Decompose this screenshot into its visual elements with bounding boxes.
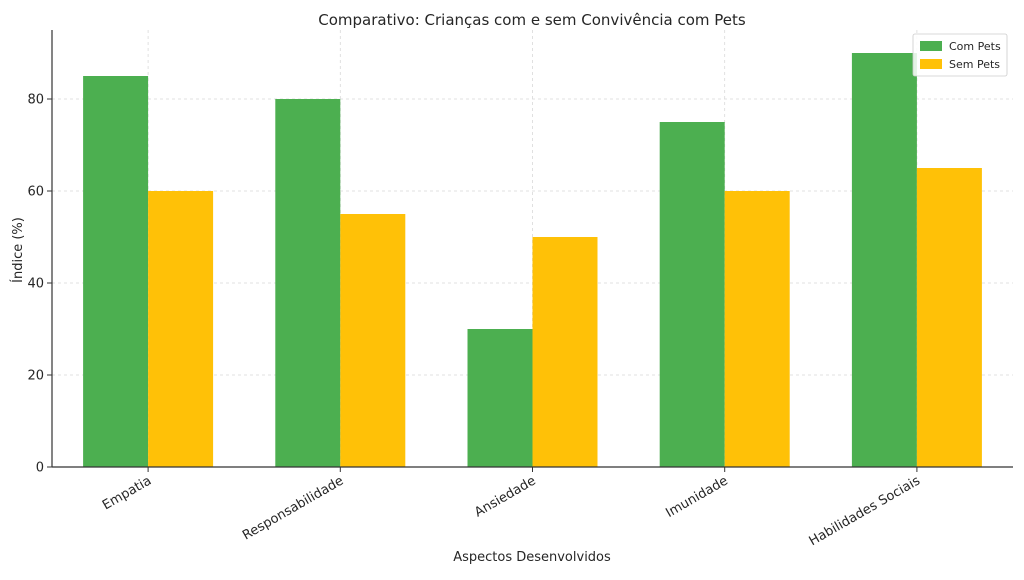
bar-com-pets-empatia	[83, 76, 149, 467]
legend-label-sem-pets: Sem Pets	[949, 58, 1000, 71]
x-tick-label-imunidade: Imunidade	[663, 473, 730, 521]
x-tick-label-habilidades-sociais: Habilidades Sociais	[807, 473, 923, 549]
bar-sem-pets-imunidade	[724, 191, 790, 467]
bar-sem-pets-habilidades-sociais	[916, 168, 982, 467]
y-tick-label: 0	[36, 461, 44, 476]
bar-com-pets-habilidades-sociais	[851, 53, 917, 467]
bar-sem-pets-empatia	[148, 191, 214, 467]
chart-title: Comparativo: Crianças com e sem Convivên…	[318, 11, 746, 29]
bar-sem-pets-ansiedade	[532, 237, 598, 467]
x-tick-label-empatia: Empatia	[100, 473, 154, 513]
y-tick-label: 80	[27, 93, 44, 108]
y-ticks: 0 20 40 60 80	[27, 93, 52, 476]
legend-label-com-pets: Com Pets	[949, 40, 1001, 53]
x-tick-label-ansiedade: Ansiedade	[472, 473, 538, 520]
x-tick-label-responsabilidade: Responsabilidade	[240, 473, 346, 543]
legend: Com Pets Sem Pets	[912, 33, 1008, 77]
y-tick-label: 20	[27, 369, 44, 384]
y-axis-label: Índice (%)	[10, 217, 26, 283]
bar-com-pets-ansiedade	[467, 329, 533, 467]
y-tick-label: 60	[27, 185, 44, 200]
bar-com-pets-responsabilidade	[275, 99, 341, 467]
x-axis-label: Aspectos Desenvolvidos	[453, 550, 611, 565]
bar-com-pets-imunidade	[659, 122, 725, 467]
x-ticks: Empatia Responsabilidade Ansiedade Imunidad…	[100, 467, 923, 549]
bar-sem-pets-responsabilidade	[340, 214, 406, 467]
bars	[83, 53, 982, 467]
legend-swatch-sem-pets	[920, 59, 942, 69]
y-tick-label: 40	[27, 277, 44, 292]
legend-swatch-com-pets	[920, 41, 942, 51]
